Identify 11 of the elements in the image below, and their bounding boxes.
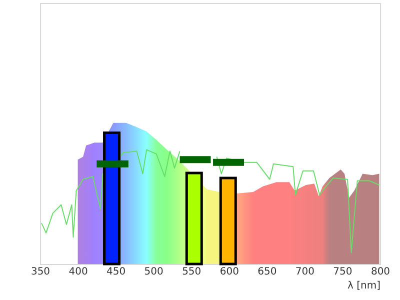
x-tick-label: 450 [106,266,126,278]
x-tick-label: 700 [295,266,314,278]
x-tick-label: 500 [144,266,164,278]
x-tick-label: 750 [333,266,352,278]
x-tick-label: 350 [30,266,50,278]
x-axis-title: λ [nm] [348,280,381,292]
x-tick-label: 800 [370,266,390,278]
x-tick-label: 550 [182,266,202,278]
x-tick-label: 600 [220,266,239,278]
x-tick-label: 650 [258,266,277,278]
x-tick-label: 400 [68,266,88,278]
